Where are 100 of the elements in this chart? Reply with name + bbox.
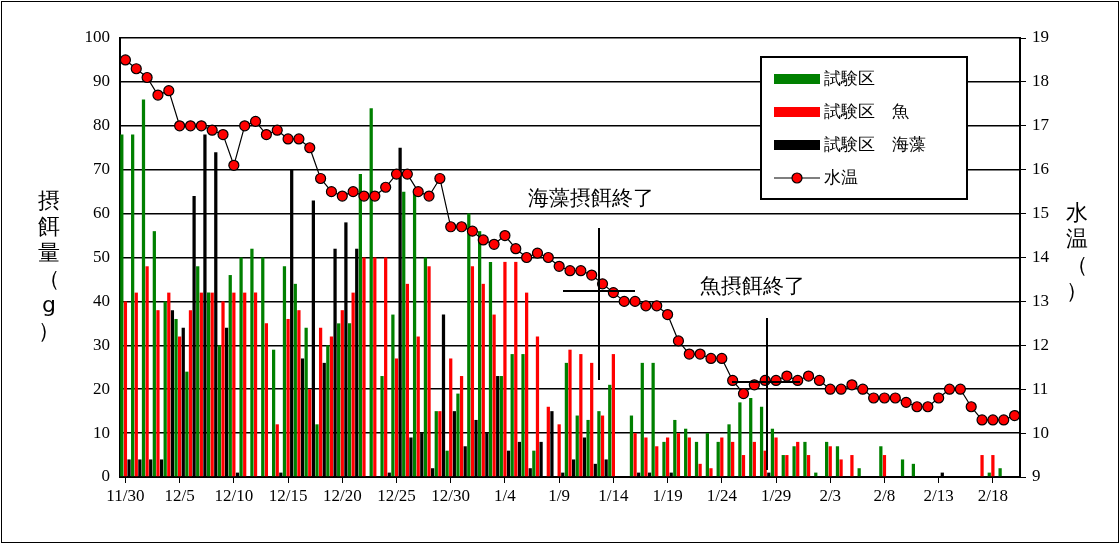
y2-tick-label: 11 [1032, 378, 1049, 398]
bar [575, 415, 579, 477]
bar [243, 292, 247, 477]
bar [264, 323, 269, 477]
bar [438, 411, 442, 477]
bar [384, 257, 388, 477]
bar [228, 275, 232, 477]
bar [185, 371, 189, 477]
bar [774, 437, 778, 477]
bar [991, 455, 995, 477]
x-tick-label: 2/13 [923, 485, 954, 505]
bar [608, 384, 612, 477]
bar [792, 446, 796, 477]
bar [275, 424, 279, 477]
bar [749, 397, 753, 477]
bar [282, 266, 287, 477]
bar [839, 459, 843, 477]
bar [633, 433, 637, 477]
bar [481, 283, 485, 477]
y-tick-label: 90 [93, 71, 110, 91]
bar [293, 283, 297, 477]
bar [416, 336, 420, 477]
x-tick-label: 12/10 [214, 485, 254, 505]
bar [217, 345, 222, 477]
bar [405, 283, 409, 477]
y-tick-label: 40 [93, 290, 110, 310]
bar [911, 463, 915, 477]
bar [347, 323, 352, 477]
bar [362, 257, 366, 477]
bar [716, 441, 720, 477]
x-tick-label: 12/25 [377, 485, 416, 505]
bar [720, 437, 724, 477]
bar [427, 266, 431, 477]
x-tick-label: 2/3 [819, 485, 842, 505]
bar [590, 362, 594, 477]
y-tick-label: 30 [93, 334, 110, 354]
bar [196, 266, 200, 477]
bar [828, 446, 832, 477]
y-tick-label: 60 [93, 203, 110, 223]
bar [199, 292, 203, 477]
y-tick-label: 80 [93, 115, 110, 135]
bar [676, 433, 681, 477]
bar [373, 257, 377, 477]
y-tick-label: 50 [93, 246, 110, 266]
bar [781, 455, 785, 477]
legend-label: 水温 [824, 166, 858, 189]
bar [318, 327, 323, 477]
bar [825, 441, 829, 477]
legend-label: 試験区 [824, 67, 875, 90]
bar [694, 441, 699, 477]
bar [123, 301, 128, 477]
bar [665, 437, 670, 477]
y2-tick-label: 18 [1032, 71, 1049, 91]
bar [152, 231, 156, 477]
bar [644, 437, 648, 477]
bar [597, 411, 601, 477]
bar [709, 468, 713, 477]
bar [326, 345, 330, 477]
bar [286, 318, 290, 477]
bar [662, 441, 666, 477]
bar [221, 301, 225, 477]
bar [546, 406, 550, 477]
y2-tick-label: 17 [1032, 115, 1050, 135]
x-tick-label: 12/30 [431, 485, 471, 505]
bar [510, 354, 514, 477]
x-tick-label: 2/8 [873, 485, 896, 505]
bar [600, 415, 605, 477]
bar [492, 314, 496, 477]
y2-tick-label: 9 [1032, 466, 1041, 486]
bar [308, 389, 312, 477]
bar [521, 354, 525, 477]
bar [503, 261, 507, 477]
bar [232, 292, 236, 477]
bar [629, 415, 634, 477]
x-tick-label: 2/18 [977, 485, 1009, 505]
bar [145, 266, 149, 477]
bar [579, 354, 583, 477]
legend-label: 試験区 海藻 [824, 133, 926, 156]
x-tick-label: 12/15 [268, 485, 308, 505]
bar [394, 358, 399, 477]
x-tick-label: 11/30 [106, 485, 145, 505]
bar [684, 428, 688, 477]
bar [640, 362, 644, 477]
bar [402, 191, 406, 477]
bar [131, 134, 135, 477]
bar [297, 310, 301, 477]
y2-tick-label: 15 [1032, 203, 1049, 223]
bar [239, 257, 243, 477]
y2-tick-label: 19 [1032, 27, 1049, 47]
y-tick-label: 100 [84, 27, 110, 47]
bar [900, 459, 905, 477]
bar [806, 455, 811, 477]
bar [163, 301, 167, 477]
bar [557, 424, 561, 477]
y-tick-label: 10 [93, 422, 110, 442]
y2-tick-label: 13 [1032, 290, 1049, 310]
y-tick-label: 70 [93, 159, 110, 179]
bar [329, 336, 334, 477]
bar [470, 266, 475, 477]
bar [488, 261, 493, 477]
